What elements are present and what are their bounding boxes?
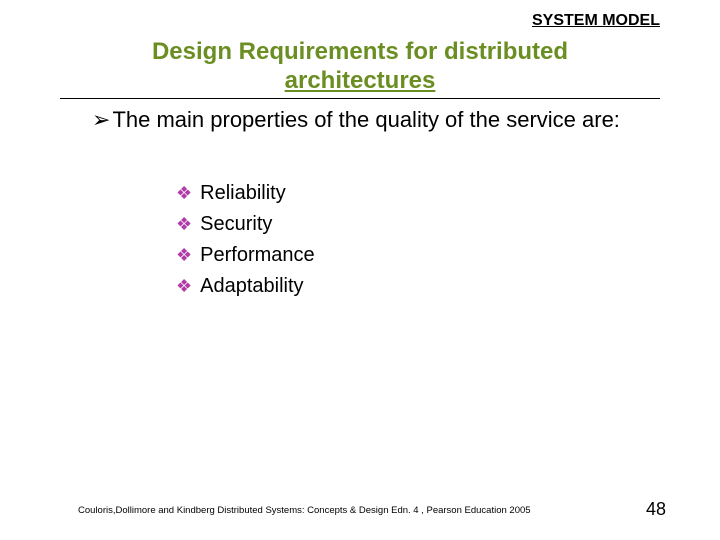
diamond-bullet-icon: ❖ [176, 242, 192, 270]
list-item: ❖ Adaptability [176, 271, 315, 302]
slide-header-label: SYSTEM MODEL [532, 12, 660, 30]
list-item: ❖ Performance [176, 240, 315, 271]
diamond-bullet-icon: ❖ [176, 211, 192, 239]
list-item-label: Reliability [200, 178, 286, 209]
main-point-text: The main properties of the quality of th… [112, 107, 619, 132]
sub-list: ❖ Reliability ❖ Security ❖ Performance ❖… [176, 178, 315, 302]
diamond-bullet-icon: ❖ [176, 180, 192, 208]
diamond-bullet-icon: ❖ [176, 273, 192, 301]
list-item-label: Security [200, 209, 272, 240]
title-line-1: Design Requirements for distributed [152, 38, 568, 65]
slide-title: Design Requirements for distributed arch… [0, 38, 720, 96]
list-item-label: Adaptability [200, 271, 303, 302]
list-item: ❖ Security [176, 209, 315, 240]
main-point: ➢The main properties of the quality of t… [92, 106, 652, 134]
footer-citation: Couloris,Dollimore and Kindberg Distribu… [78, 505, 531, 516]
title-line-2: architectures [285, 67, 436, 94]
arrow-bullet-icon: ➢ [92, 107, 110, 132]
page-number: 48 [646, 499, 666, 520]
title-separator-line [60, 98, 660, 99]
list-item: ❖ Reliability [176, 178, 315, 209]
list-item-label: Performance [200, 240, 315, 271]
